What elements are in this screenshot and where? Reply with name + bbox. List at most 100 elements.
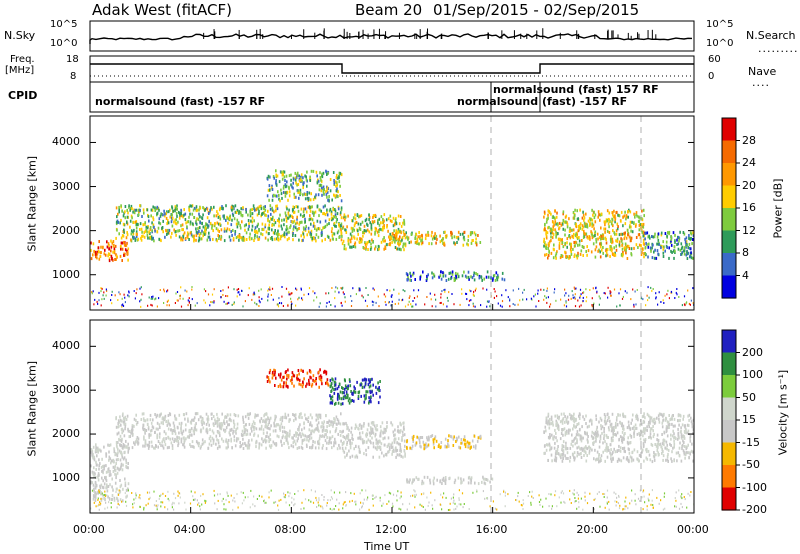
velocity-cell <box>99 486 102 490</box>
velocity-cell <box>100 449 102 453</box>
velocity-cell <box>553 446 556 450</box>
power-cell <box>550 212 552 216</box>
power-noise <box>565 305 568 308</box>
power-cell <box>327 171 329 175</box>
power-noise <box>140 305 142 308</box>
power-cell <box>95 252 97 256</box>
velocity-cell <box>361 378 364 382</box>
power-cell <box>314 224 316 228</box>
power-cell <box>261 227 263 231</box>
power-cell <box>240 236 242 240</box>
velocity-cell <box>128 435 131 439</box>
power-cell <box>383 224 385 227</box>
power-noise <box>599 297 601 300</box>
power-noise <box>211 293 214 296</box>
power-cell <box>110 239 112 243</box>
velocity-cell <box>107 495 109 499</box>
velocity-cell <box>125 465 127 468</box>
velocity-cell <box>177 426 179 430</box>
velocity-cell <box>300 445 303 449</box>
power-cell <box>415 232 418 236</box>
power-noise <box>377 295 379 298</box>
velocity-cell <box>226 446 228 450</box>
power-cell <box>326 195 328 199</box>
power-cell <box>326 208 328 212</box>
velocity-cell <box>286 431 289 435</box>
power-cell <box>546 217 548 221</box>
power-cell <box>450 277 452 281</box>
power-cell <box>320 178 322 182</box>
power-cell <box>116 228 118 232</box>
velocity-cell <box>216 416 219 420</box>
velocity-cell <box>463 442 466 446</box>
velocity-cell <box>298 425 300 429</box>
velocity-cell <box>589 418 592 422</box>
velocity-cell <box>115 473 118 477</box>
velocity-cell <box>120 423 122 427</box>
power-noise <box>574 296 576 299</box>
velocity-cell <box>666 455 669 459</box>
power-cell <box>108 253 111 256</box>
power-noise <box>575 287 577 290</box>
power-cell <box>290 173 292 177</box>
power-cell <box>604 227 607 231</box>
power-noise <box>408 297 410 299</box>
velocity-cell <box>183 440 185 444</box>
power-cell <box>688 242 691 246</box>
velocity-cell <box>356 455 359 459</box>
velocity-cell <box>346 441 348 444</box>
power-cell <box>189 220 192 224</box>
power-cell <box>165 216 168 220</box>
power-cell <box>280 192 283 196</box>
power-cell <box>132 230 134 234</box>
power-cell <box>462 243 465 247</box>
power-cell <box>340 206 343 210</box>
power-cell <box>137 237 140 241</box>
velocity-cell <box>371 436 373 440</box>
velocity-cell <box>305 417 307 421</box>
velocity-cell <box>315 379 317 382</box>
power-cell <box>135 234 138 238</box>
power-cell <box>451 272 454 276</box>
power-cell <box>281 177 284 181</box>
velocity-cell <box>348 401 351 405</box>
velocity-cell <box>157 440 160 443</box>
velocity-cell <box>341 391 344 395</box>
power-cell <box>572 247 574 251</box>
velocity-cell <box>332 420 335 424</box>
power-cell <box>457 230 460 234</box>
power-cell <box>473 271 475 275</box>
power-cell <box>268 184 271 188</box>
velocity-cell <box>94 481 97 485</box>
power-cell <box>353 224 356 228</box>
velocity-cell <box>349 439 351 443</box>
power-cell <box>349 245 351 249</box>
power-cell <box>296 227 299 231</box>
power-cell <box>170 220 173 224</box>
velocity-cell <box>141 412 144 416</box>
velocity-cell <box>142 444 144 448</box>
velocity-cell <box>550 417 553 421</box>
power-cell <box>189 204 191 208</box>
velocity-cell <box>177 440 180 443</box>
power-cell <box>668 232 670 236</box>
power-noise <box>285 287 288 290</box>
power-noise <box>652 288 654 290</box>
power-noise <box>168 304 170 307</box>
power-cell <box>577 229 580 233</box>
power-cell <box>555 230 557 234</box>
power-noise <box>213 288 215 291</box>
velocity-cell <box>269 380 271 384</box>
velocity-cell <box>116 487 118 491</box>
velocity-cell <box>295 434 297 438</box>
power-cell <box>577 217 579 221</box>
power-cell <box>380 240 383 244</box>
velocity-cell <box>126 414 129 418</box>
power-cell <box>653 250 655 254</box>
velocity-cell <box>125 458 127 462</box>
power-cell <box>141 230 143 234</box>
power-cell <box>299 188 302 192</box>
power-noise <box>486 305 488 308</box>
power-cell <box>623 246 626 250</box>
power-cell <box>292 216 294 219</box>
